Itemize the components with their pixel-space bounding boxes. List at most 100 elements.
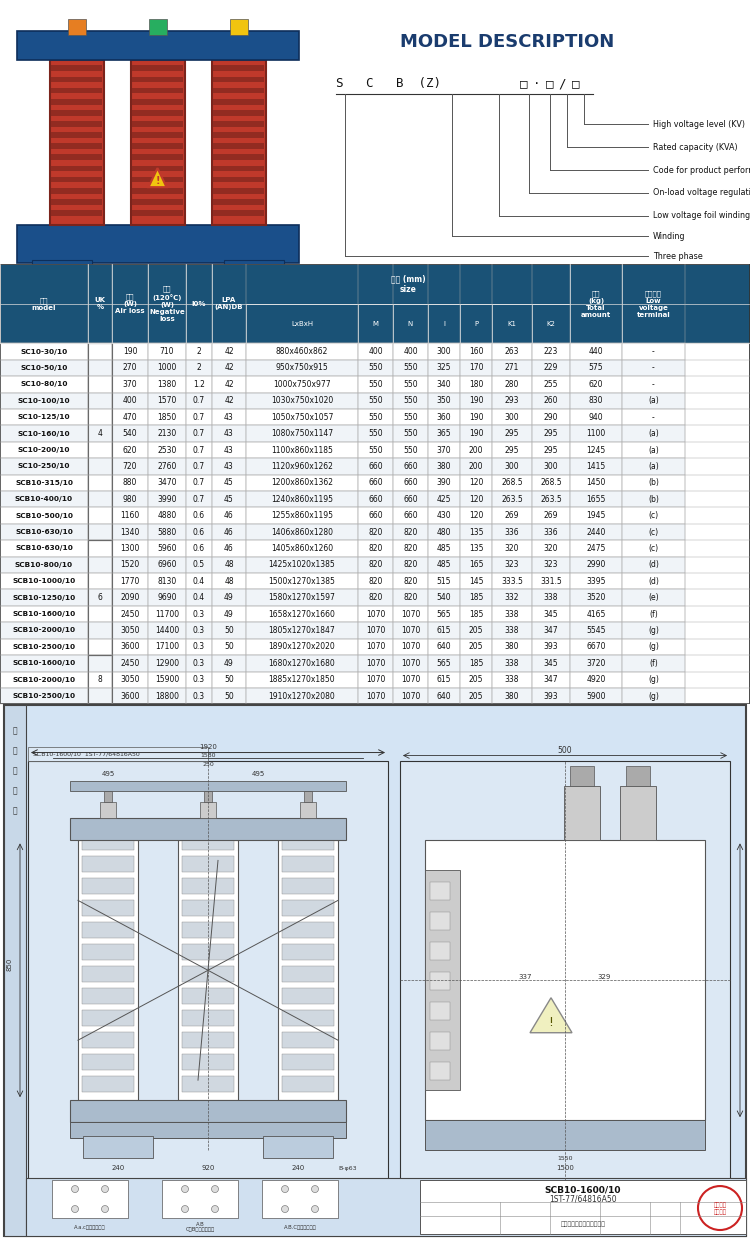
Bar xyxy=(460,589,492,606)
Bar xyxy=(492,688,532,704)
Bar xyxy=(0,475,88,491)
Text: SCB10-500/10: SCB10-500/10 xyxy=(15,512,73,518)
Text: 400: 400 xyxy=(123,397,137,405)
Bar xyxy=(393,409,428,425)
Bar xyxy=(570,672,622,688)
Text: (g): (g) xyxy=(648,642,659,651)
Bar xyxy=(148,360,186,376)
Text: 205: 205 xyxy=(469,676,483,684)
Bar xyxy=(186,409,212,425)
Bar xyxy=(132,77,183,82)
Bar xyxy=(428,441,460,459)
Text: 550: 550 xyxy=(404,363,418,372)
Text: 1.2: 1.2 xyxy=(193,379,205,389)
Bar xyxy=(112,491,148,507)
Bar xyxy=(51,88,102,93)
Text: SC10-30/10: SC10-30/10 xyxy=(20,348,68,355)
Bar xyxy=(532,541,570,557)
Bar xyxy=(186,606,212,622)
Bar xyxy=(358,475,393,491)
Bar xyxy=(358,523,393,541)
Bar xyxy=(132,88,183,93)
Text: 320: 320 xyxy=(544,544,558,553)
Text: 1770: 1770 xyxy=(120,577,140,585)
Text: 120: 120 xyxy=(469,495,483,503)
Text: 280: 280 xyxy=(505,379,519,389)
Text: 48: 48 xyxy=(224,560,234,569)
Bar xyxy=(200,802,216,818)
Bar xyxy=(532,507,570,523)
Bar xyxy=(148,459,186,475)
Bar xyxy=(358,459,393,475)
Bar xyxy=(88,376,112,393)
Bar xyxy=(82,966,134,982)
Bar xyxy=(460,491,492,507)
Text: 485: 485 xyxy=(436,544,451,553)
Polygon shape xyxy=(530,998,572,1033)
Bar xyxy=(428,425,460,441)
Bar xyxy=(428,688,460,704)
Bar xyxy=(492,507,532,523)
Text: 263.5: 263.5 xyxy=(501,495,523,503)
Bar xyxy=(622,622,685,639)
Bar xyxy=(532,523,570,541)
Bar xyxy=(428,639,460,655)
Text: 1300: 1300 xyxy=(120,544,140,553)
Text: 3600: 3600 xyxy=(120,692,140,701)
Bar xyxy=(460,376,492,393)
Text: 333.5: 333.5 xyxy=(501,577,523,585)
Bar xyxy=(492,523,532,541)
Bar xyxy=(213,133,264,138)
Bar xyxy=(112,459,148,475)
Bar xyxy=(430,942,450,960)
Bar xyxy=(460,557,492,573)
Text: 1340: 1340 xyxy=(120,527,140,537)
Text: 290: 290 xyxy=(544,413,558,422)
Bar xyxy=(182,900,234,916)
Bar xyxy=(246,589,358,606)
Bar xyxy=(358,541,393,557)
Circle shape xyxy=(211,1205,218,1213)
Text: 170: 170 xyxy=(469,363,483,372)
Bar xyxy=(246,557,358,573)
Text: 2530: 2530 xyxy=(158,445,177,455)
Bar xyxy=(246,491,358,507)
Bar xyxy=(246,622,358,639)
Text: Code for product performance: Code for product performance xyxy=(652,165,750,175)
Text: 1550: 1550 xyxy=(557,1156,573,1161)
Bar xyxy=(246,475,358,491)
Bar xyxy=(148,523,186,541)
Text: 660: 660 xyxy=(368,495,382,503)
Text: 广东特岐: 广东特岐 xyxy=(713,1203,727,1208)
Bar xyxy=(570,376,622,393)
Bar xyxy=(0,541,88,557)
Text: 295: 295 xyxy=(544,445,558,455)
Text: 640: 640 xyxy=(436,692,451,701)
Bar xyxy=(148,19,166,35)
Text: 430: 430 xyxy=(436,511,451,520)
Bar xyxy=(246,343,358,360)
Bar xyxy=(132,210,183,216)
Bar xyxy=(82,1076,134,1092)
Bar xyxy=(428,507,460,523)
Bar xyxy=(186,622,212,639)
Bar xyxy=(622,573,685,589)
Bar xyxy=(263,1136,333,1158)
Text: !: ! xyxy=(548,1016,554,1029)
Text: 550: 550 xyxy=(368,379,382,389)
Bar xyxy=(460,541,492,557)
Bar xyxy=(186,639,212,655)
Bar xyxy=(51,198,102,205)
Bar xyxy=(0,425,88,441)
Bar xyxy=(16,226,298,263)
Bar xyxy=(282,878,334,894)
Text: -: - xyxy=(652,363,655,372)
Text: SCB10-800/10: SCB10-800/10 xyxy=(15,562,73,568)
Bar xyxy=(492,655,532,672)
Bar xyxy=(622,376,685,393)
Text: 3050: 3050 xyxy=(120,676,140,684)
Bar xyxy=(460,639,492,655)
Bar xyxy=(148,639,186,655)
Bar xyxy=(112,557,148,573)
Bar xyxy=(186,393,212,409)
